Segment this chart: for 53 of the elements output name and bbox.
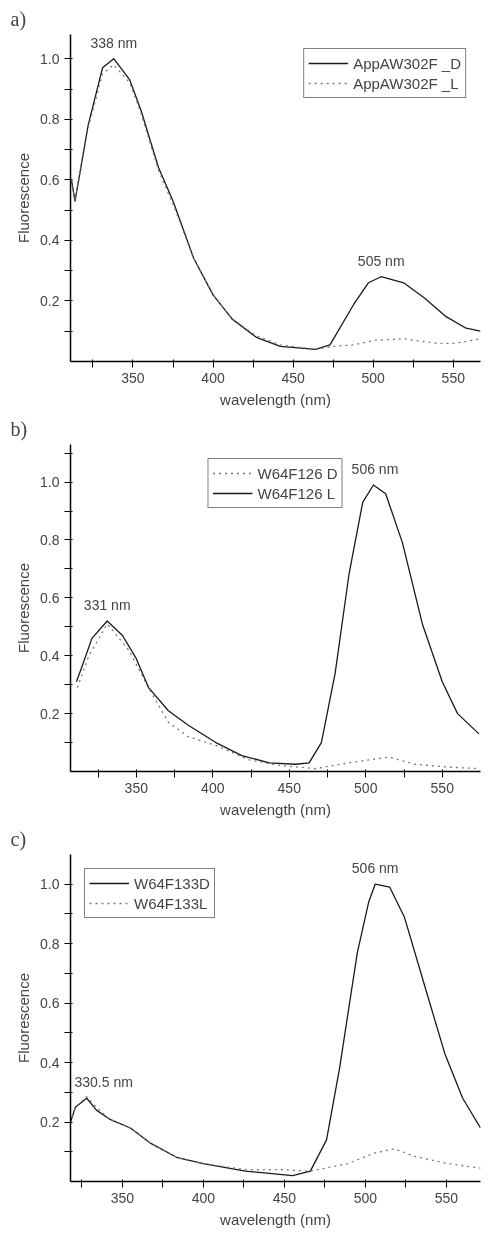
y-tick-label: 0.2	[40, 292, 60, 309]
y-tick-label: 0.2	[40, 1114, 60, 1131]
x-tick-label: 400	[201, 779, 225, 796]
annotation: 505 nm	[357, 252, 405, 269]
line-series	[75, 484, 480, 765]
x-tick-label: 550	[434, 1189, 459, 1206]
y-axis-title: Fluorescence	[15, 972, 33, 1064]
x-tick-label: 450	[277, 779, 302, 796]
annotation: 506 nm	[351, 461, 399, 478]
y-tick-label: 0.4	[40, 647, 60, 664]
x-tick-label: 350	[121, 369, 145, 386]
y-tick-label: 0.6	[40, 171, 60, 188]
y-tick-label: 0.6	[40, 995, 60, 1012]
y-tick-label: 0.6	[40, 589, 60, 606]
legend-label: W64F126 L	[257, 484, 336, 502]
y-tick-label: 0.2	[40, 705, 60, 722]
line-series	[70, 1096, 481, 1172]
y-tick-label: 0.8	[40, 532, 60, 548]
y-tick-label: 0.8	[40, 935, 60, 952]
legend-label: W64F133D	[134, 874, 210, 892]
legend-label: W64F133L	[134, 894, 208, 912]
x-tick-label: 400	[191, 1189, 216, 1206]
y-tick-label: 1.0	[40, 876, 60, 893]
x-tick-label: 550	[430, 779, 455, 796]
x-tick-label: 550	[441, 369, 466, 386]
y-tick-label: 0.4	[40, 1054, 60, 1071]
annotation: 506 nm	[351, 860, 399, 877]
y-tick-label: 0.4	[40, 232, 60, 249]
y-axis-title: Fluorescence	[15, 562, 33, 654]
legend-label: AppAW302F _D	[353, 54, 461, 72]
x-tick-label: 450	[272, 1189, 297, 1206]
x-axis-title: wavelength (nm)	[219, 390, 331, 408]
annotation: 338 nm	[90, 34, 138, 51]
x-tick-label: 350	[110, 1189, 135, 1206]
x-tick-label: 450	[281, 369, 306, 386]
x-axis-title: wavelength (nm)	[219, 1210, 331, 1228]
y-tick-label: 1.0	[40, 474, 60, 491]
x-tick-label: 500	[354, 779, 378, 796]
x-axis-title: wavelength (nm)	[219, 800, 331, 818]
x-tick-label: 500	[353, 1189, 378, 1206]
chart-title: a)	[10, 7, 27, 31]
legend-label: W64F126 D	[257, 464, 338, 482]
annotation: 331 nm	[83, 597, 131, 614]
legend-label: AppAW302F _L	[353, 74, 459, 92]
y-tick-label: 0.8	[40, 111, 60, 128]
x-tick-label: 400	[201, 369, 225, 386]
y-axis-title: Fluorescence	[15, 152, 33, 244]
x-tick-label: 500	[361, 369, 386, 386]
y-tick-label: 1.0	[40, 50, 60, 67]
chart-title: c)	[10, 827, 27, 851]
x-tick-label: 350	[124, 779, 149, 796]
annotation: 330.5 nm	[74, 1074, 133, 1091]
chart-title: b)	[10, 417, 28, 441]
